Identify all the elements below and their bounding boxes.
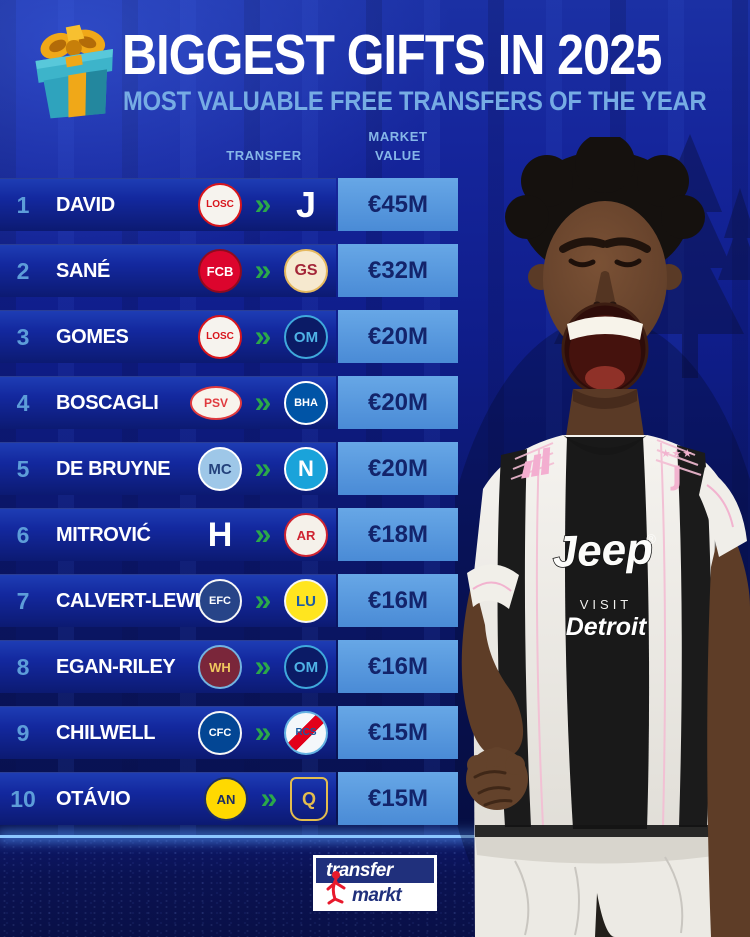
jersey-detroit-text: Detroit: [566, 613, 648, 641]
jersey-visit-text: VISIT: [580, 597, 633, 612]
player-right-arm: [699, 467, 750, 937]
adidas-logo-icon: [521, 447, 551, 479]
svg-text:★★★: ★★★: [661, 447, 694, 460]
glow-divider-line: [0, 835, 750, 838]
jersey-sponsor-text: Jeep: [552, 524, 654, 576]
player-neck: [565, 389, 645, 443]
player-head: [528, 201, 682, 396]
open-mouth: [561, 302, 649, 396]
player-jersey: ★★★ J Jeep ® VISIT Detroit: [473, 435, 737, 937]
player-photo: ★★★ J Jeep ® VISIT Detroit: [455, 137, 750, 937]
svg-text:J: J: [670, 461, 682, 492]
player-left-arm: [461, 564, 528, 810]
juventus-crest-icon: ★★★ J: [661, 447, 694, 492]
player-shorts: [475, 837, 739, 937]
jersey-sponsor-reg: ®: [646, 531, 657, 546]
